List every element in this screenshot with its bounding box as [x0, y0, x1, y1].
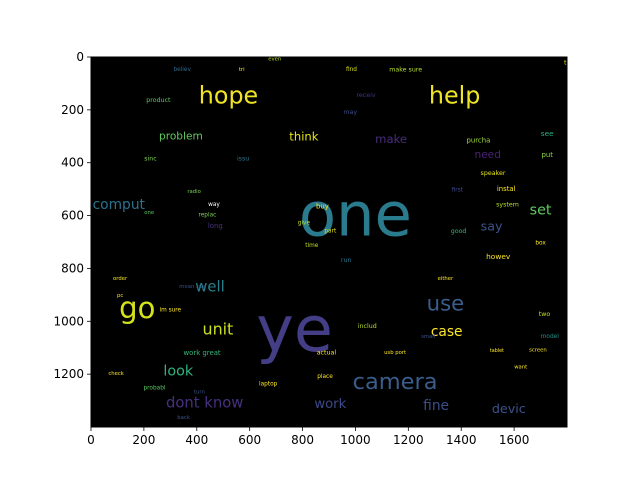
- word-find: find: [346, 67, 357, 73]
- word-believ: believ: [173, 67, 191, 73]
- word-two: two: [539, 311, 551, 318]
- word-laptop: laptop: [259, 382, 278, 388]
- word-way: way: [208, 202, 220, 208]
- x-tick-label: 1000: [340, 433, 371, 447]
- word-use: use: [427, 290, 465, 315]
- word-comput: comput: [93, 197, 146, 213]
- word-issu: issu: [237, 155, 249, 162]
- word-time: time: [305, 243, 319, 249]
- word-good: good: [451, 228, 467, 235]
- word-help: help: [429, 81, 480, 109]
- x-tick-label: 600: [238, 433, 261, 447]
- word-layer: one ye hope help camera use dont know fine work d…: [93, 57, 570, 421]
- word-one: one: [299, 181, 412, 251]
- y-tick-label: 1200: [53, 367, 84, 381]
- word-order: order: [113, 276, 128, 282]
- word-long: long: [208, 222, 223, 230]
- x-tick-label: 1200: [393, 433, 424, 447]
- word-camera: camera: [353, 369, 438, 395]
- y-tick-label: 400: [61, 156, 84, 170]
- plot-frame: [90, 56, 568, 428]
- word-look: look: [163, 364, 193, 380]
- word-make: make: [375, 132, 407, 146]
- word-case: case: [431, 324, 463, 340]
- x-tick-label: 400: [185, 433, 208, 447]
- word-tv: tv: [564, 61, 570, 67]
- word-purcha: purcha: [466, 136, 490, 144]
- y-tick-label: 1000: [53, 314, 84, 328]
- word-system: system: [496, 202, 519, 209]
- word-small: small: [421, 334, 435, 340]
- y-axis: 0 200 400 600 800 1000 1200: [53, 50, 91, 381]
- word-actual: actual: [317, 350, 337, 357]
- word-fine: fine: [423, 398, 449, 414]
- word-speaker: speaker: [481, 170, 506, 177]
- word-product: product: [146, 97, 171, 104]
- word-model: model: [541, 334, 559, 340]
- word-give: give: [298, 221, 311, 227]
- word-one: one: [144, 210, 154, 216]
- word-think: think: [289, 129, 318, 143]
- word-replac: replac: [198, 213, 216, 219]
- word-instal: instal: [497, 185, 516, 193]
- word-turn: turn: [194, 390, 205, 396]
- word-place: place: [317, 374, 333, 380]
- word-set: set: [530, 202, 552, 218]
- word-work-great: work great: [184, 349, 221, 357]
- word-howev: howev: [486, 252, 511, 261]
- word-tablet: tablet: [490, 348, 504, 354]
- word-devic: devic: [492, 401, 526, 416]
- word-work: work: [314, 397, 346, 412]
- word-hope: hope: [199, 81, 258, 109]
- word-buy: buy: [316, 202, 329, 210]
- y-tick-label: 0: [76, 50, 84, 64]
- word-part: part: [324, 228, 337, 234]
- word-screen: screen: [529, 347, 547, 353]
- word-includ: includ: [358, 323, 377, 330]
- x-tick-label: 800: [291, 433, 314, 447]
- word-dont-know: dont know: [166, 395, 243, 412]
- x-axis: 0 200 400 600 800 1000 1200 1400 1600: [87, 427, 529, 447]
- word-need: need: [474, 149, 500, 161]
- plot-area: [91, 57, 567, 427]
- word-want: want: [514, 365, 527, 371]
- word-check: check: [108, 371, 124, 377]
- word-even: even: [268, 57, 281, 63]
- x-tick-label: 1600: [499, 433, 530, 447]
- word-either: either: [438, 276, 454, 282]
- word-box: box: [535, 240, 546, 246]
- y-tick-label: 600: [61, 209, 84, 223]
- word-run: run: [341, 257, 352, 264]
- word-see: see: [541, 129, 554, 138]
- word-first: first: [452, 188, 464, 194]
- y-tick-label: 800: [61, 261, 84, 275]
- x-tick-label: 200: [132, 433, 155, 447]
- word-may: may: [343, 109, 357, 116]
- y-tick-label: 200: [61, 103, 84, 117]
- word-go: go: [119, 291, 155, 325]
- word-mean-size: mean size: [179, 284, 206, 290]
- word-receiv: receiv: [356, 92, 375, 99]
- word-say: say: [481, 219, 503, 234]
- x-tick-label: 0: [87, 433, 95, 447]
- word-pc: pc: [117, 293, 123, 299]
- word-put: put: [541, 151, 553, 159]
- word-well: well: [195, 278, 224, 295]
- word-back: back: [177, 415, 191, 421]
- word-tri: tri: [239, 67, 245, 73]
- word-sinc: sinc: [144, 155, 157, 162]
- word-problem: problem: [159, 130, 203, 142]
- word-im-sure: im sure: [159, 308, 181, 314]
- word-make-sure: make sure: [389, 67, 422, 74]
- word-probabl: probabl: [143, 386, 165, 392]
- word-usb-port: usb port: [384, 350, 406, 356]
- word-ye: ye: [256, 292, 333, 366]
- word-unit: unit: [203, 320, 234, 339]
- x-tick-label: 1400: [446, 433, 477, 447]
- word-radio: radio: [187, 189, 201, 195]
